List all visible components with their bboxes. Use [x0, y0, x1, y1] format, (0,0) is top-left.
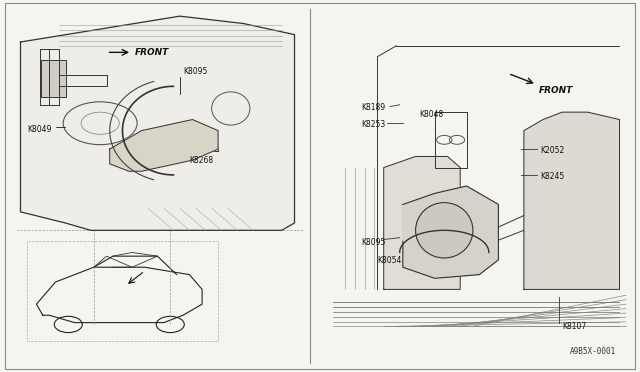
Text: K8095: K8095	[183, 67, 207, 76]
Ellipse shape	[415, 203, 473, 258]
Text: FRONT: FRONT	[135, 48, 170, 57]
FancyBboxPatch shape	[41, 61, 67, 97]
Text: K2052: K2052	[540, 146, 564, 155]
Polygon shape	[524, 112, 620, 289]
Text: A9B5X-0001: A9B5X-0001	[570, 347, 616, 356]
Text: K8054: K8054	[378, 256, 402, 265]
Polygon shape	[384, 157, 460, 289]
Text: K8049: K8049	[27, 125, 51, 134]
Text: K8097: K8097	[419, 257, 443, 266]
Text: FRONT: FRONT	[539, 86, 573, 95]
Polygon shape	[403, 186, 499, 278]
Text: K8253: K8253	[362, 120, 386, 129]
Polygon shape	[20, 16, 294, 230]
Text: K8189: K8189	[362, 103, 385, 112]
Text: K8048: K8048	[419, 109, 443, 119]
Text: K8245: K8245	[540, 171, 564, 180]
Text: K8268: K8268	[189, 156, 214, 165]
Text: K8095: K8095	[362, 238, 386, 247]
Text: K8107: K8107	[562, 322, 586, 331]
Polygon shape	[109, 119, 218, 171]
